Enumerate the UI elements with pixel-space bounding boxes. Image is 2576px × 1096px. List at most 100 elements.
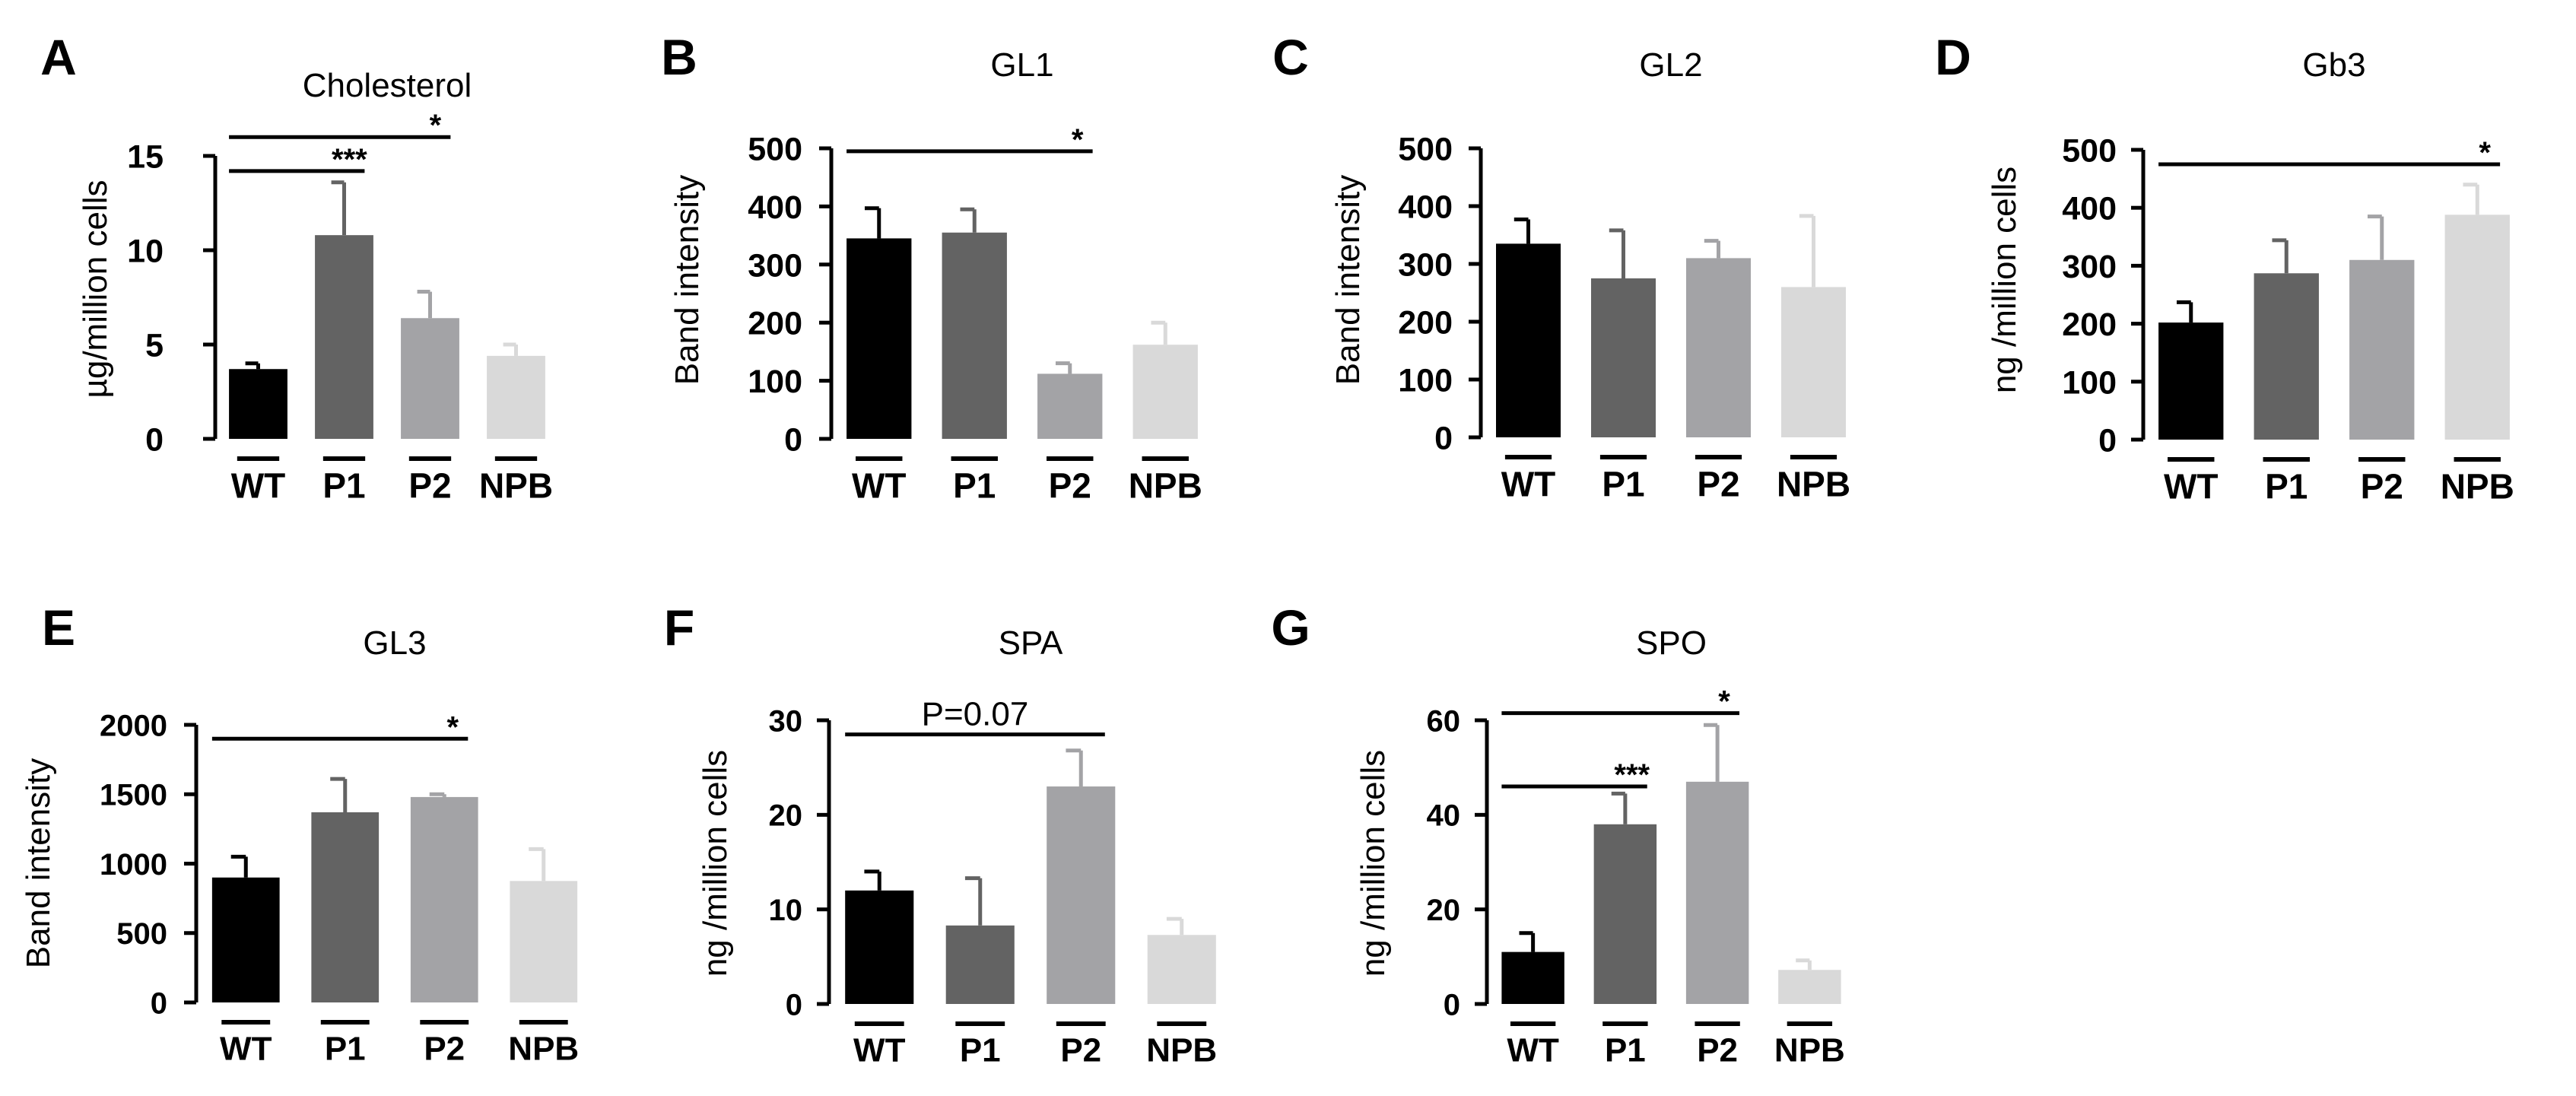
y-tick-label: 300 [2062,249,2117,285]
bar [846,238,912,439]
x-tick-label: P1 [2265,467,2308,507]
y-tick-label: 400 [1398,189,1453,225]
panel-b: B GL1 Band intensity 0 100 200 300 400 500 WT P1 P2… [661,29,1202,506]
panel-label: C [1272,29,1309,85]
bar [1593,824,1657,1004]
panel-label: G [1271,599,1310,656]
x-tick-label: P2 [1697,1031,1738,1069]
x-tick-label: NPB [508,1030,579,1067]
chart-title: SPO [1636,624,1707,662]
x-tick-label: NPB [2441,467,2514,507]
significance-label: * [1072,123,1084,157]
y-tick-label: 500 [1398,131,1453,167]
y-axis-label: Band intensity [669,175,706,385]
y-tick-label: 30 [769,704,803,738]
bar [510,881,578,1002]
x-tick-label: WT [852,466,907,506]
y-tick-label: 1500 [100,779,167,812]
bar [2349,259,2415,440]
x-tick-label: P2 [408,466,451,506]
panel-f: F SPA ng /million cells 0 10 20 30 WT P1 P2 NPB P=0… [664,599,1217,1069]
bar [1496,243,1561,437]
y-tick-label: 10 [127,233,164,269]
bar [2444,214,2510,440]
bar [1501,951,1564,1004]
chart-title: Cholesterol [303,67,472,104]
y-axis-label: ng /million cells [697,750,734,977]
y-axis-label: Band intensity [20,758,57,968]
panel-label: A [40,29,77,85]
y-axis-label: ng /million cells [1986,167,2023,393]
significance-label: *** [332,143,367,176]
x-tick-label: P1 [1602,465,1644,504]
x-tick-label: NPB [1129,466,1202,506]
y-tick-label: 0 [2098,422,2117,459]
panel-a: A Cholesterol µg/million cells 0 5 10 15 WT P1 P2… [40,29,553,506]
y-tick-label: 5 [145,327,164,364]
x-tick-label: NPB [1777,465,1850,504]
significance-label: P=0.07 [922,696,1029,733]
chart-title: Gb3 [2302,46,2365,84]
y-tick-label: 200 [2062,307,2117,343]
significance-label: * [430,109,442,142]
y-tick-label: 2000 [100,709,167,742]
bar [2254,273,2319,440]
y-axis-label: µg/million cells [77,180,114,399]
bar [401,318,459,439]
bar [1037,373,1103,439]
y-tick-label: 40 [1427,799,1461,833]
y-tick-label: 1000 [100,848,167,882]
bar [1591,278,1656,437]
x-tick-label: P2 [1049,466,1091,506]
y-tick-label: 0 [784,421,802,458]
y-tick-label: 20 [769,799,803,833]
y-tick-label: 0 [1444,988,1460,1021]
y-tick-label: 300 [748,247,802,284]
y-tick-label: 400 [748,189,802,226]
bar [1047,786,1116,1004]
y-tick-label: 200 [748,306,802,342]
y-tick-label: 0 [1434,420,1453,456]
chart-title: GL2 [1639,46,1702,84]
bar [410,796,478,1002]
y-tick-label: 15 [127,138,164,175]
y-tick-label: 0 [145,421,164,458]
y-tick-label: 400 [2062,191,2117,227]
x-tick-label: WT [231,466,286,506]
x-tick-label: P2 [424,1030,465,1067]
bar [229,369,287,439]
x-tick-label: NPB [479,466,553,506]
panel-label: E [42,599,75,656]
y-tick-label: 500 [116,917,167,951]
y-tick-label: 100 [748,364,802,400]
panel-d: D Gb3 ng /million cells 0 100 200 300 400 500 WT P… [1935,29,2514,507]
x-tick-label: P1 [960,1031,1001,1069]
y-tick-label: 500 [2062,132,2117,169]
y-axis-label: ng /million cells [1355,750,1392,977]
bar [1685,781,1749,1004]
y-tick-label: 10 [769,894,803,927]
bar [1147,935,1216,1004]
bar [1778,970,1841,1004]
x-tick-label: WT [2164,467,2219,507]
x-tick-label: NPB [1146,1031,1217,1069]
x-tick-label: P2 [2361,467,2403,507]
bar [2158,322,2224,440]
y-tick-label: 0 [786,988,802,1021]
significance-label: * [1718,685,1730,719]
significance-label: *** [1614,758,1650,792]
bar [1686,258,1751,437]
x-tick-label: P1 [953,466,996,506]
panel-label: B [661,29,697,85]
y-tick-label: 500 [748,131,802,167]
x-tick-label: P2 [1060,1031,1101,1069]
x-tick-label: P1 [1605,1031,1646,1069]
x-tick-label: P1 [322,466,365,506]
x-tick-label: P1 [325,1030,366,1067]
chart-title: SPA [999,624,1063,662]
y-tick-label: 0 [151,986,167,1020]
x-tick-label: WT [220,1030,272,1067]
y-tick-label: 100 [2062,364,2117,401]
panel-c: C GL2 Band intensity 0 100 200 300 400 500 WT P1 P2… [1272,29,1850,504]
